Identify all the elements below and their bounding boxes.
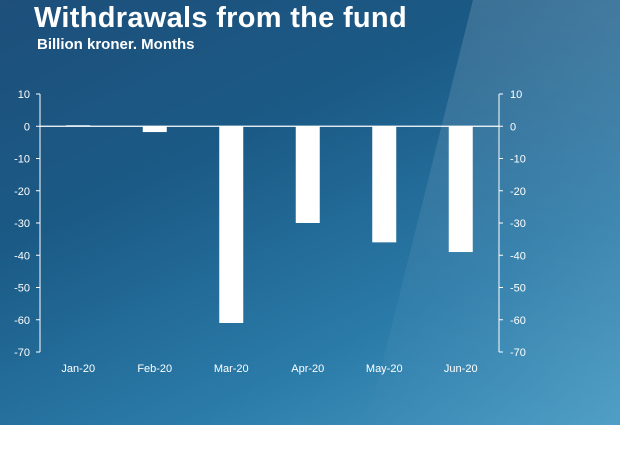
y-tick-label-right: -20 <box>510 186 526 198</box>
y-tick-label-right: -30 <box>510 218 526 230</box>
x-tick-label: Jan-20 <box>61 363 95 375</box>
y-tick-label-right: 0 <box>510 121 516 133</box>
y-tick-label-right: -10 <box>510 154 526 166</box>
y-tick-label-left: 10 <box>18 89 30 101</box>
y-tick-label-left: -30 <box>14 218 30 230</box>
bar-jan-20 <box>66 125 91 127</box>
bar-jun-20 <box>448 126 473 253</box>
y-tick-label-right: -40 <box>510 250 526 262</box>
x-tick-label: Apr-20 <box>291 363 324 375</box>
y-tick-label-left: -70 <box>14 347 30 359</box>
y-tick-label-right: 10 <box>510 89 522 101</box>
x-tick-label: May-20 <box>366 363 403 375</box>
bar-apr-20 <box>295 126 320 223</box>
bar-mar-20 <box>219 126 244 323</box>
y-tick-label-right: -50 <box>510 283 526 295</box>
bar-chart: 10 10 0 0 -10 -10 -20 -20 -30 -30 -40 -40 -50 -50 -60 -… <box>0 0 620 425</box>
x-tick-label: Feb-20 <box>137 363 172 375</box>
x-tick-label: Jun-20 <box>444 363 478 375</box>
y-tick-label-left: -40 <box>14 250 30 262</box>
page-bottom <box>0 425 620 466</box>
y-tick-label-left: -10 <box>14 154 30 166</box>
y-tick-label-left: -60 <box>14 315 30 327</box>
bar-may-20 <box>372 126 397 243</box>
y-tick-label-left: 0 <box>24 121 30 133</box>
y-tick-label-left: -50 <box>14 283 30 295</box>
y-tick-label-right: -60 <box>510 315 526 327</box>
chart-slide: Withdrawals from the fund Billion kroner… <box>0 0 620 425</box>
bar-feb-20 <box>142 126 167 133</box>
y-tick-label-right: -70 <box>510 347 526 359</box>
chart-title: Withdrawals from the fund <box>34 2 407 34</box>
chart-subtitle: Billion kroner. Months <box>37 36 195 53</box>
x-tick-label: Mar-20 <box>214 363 249 375</box>
y-tick-label-left: -20 <box>14 186 30 198</box>
